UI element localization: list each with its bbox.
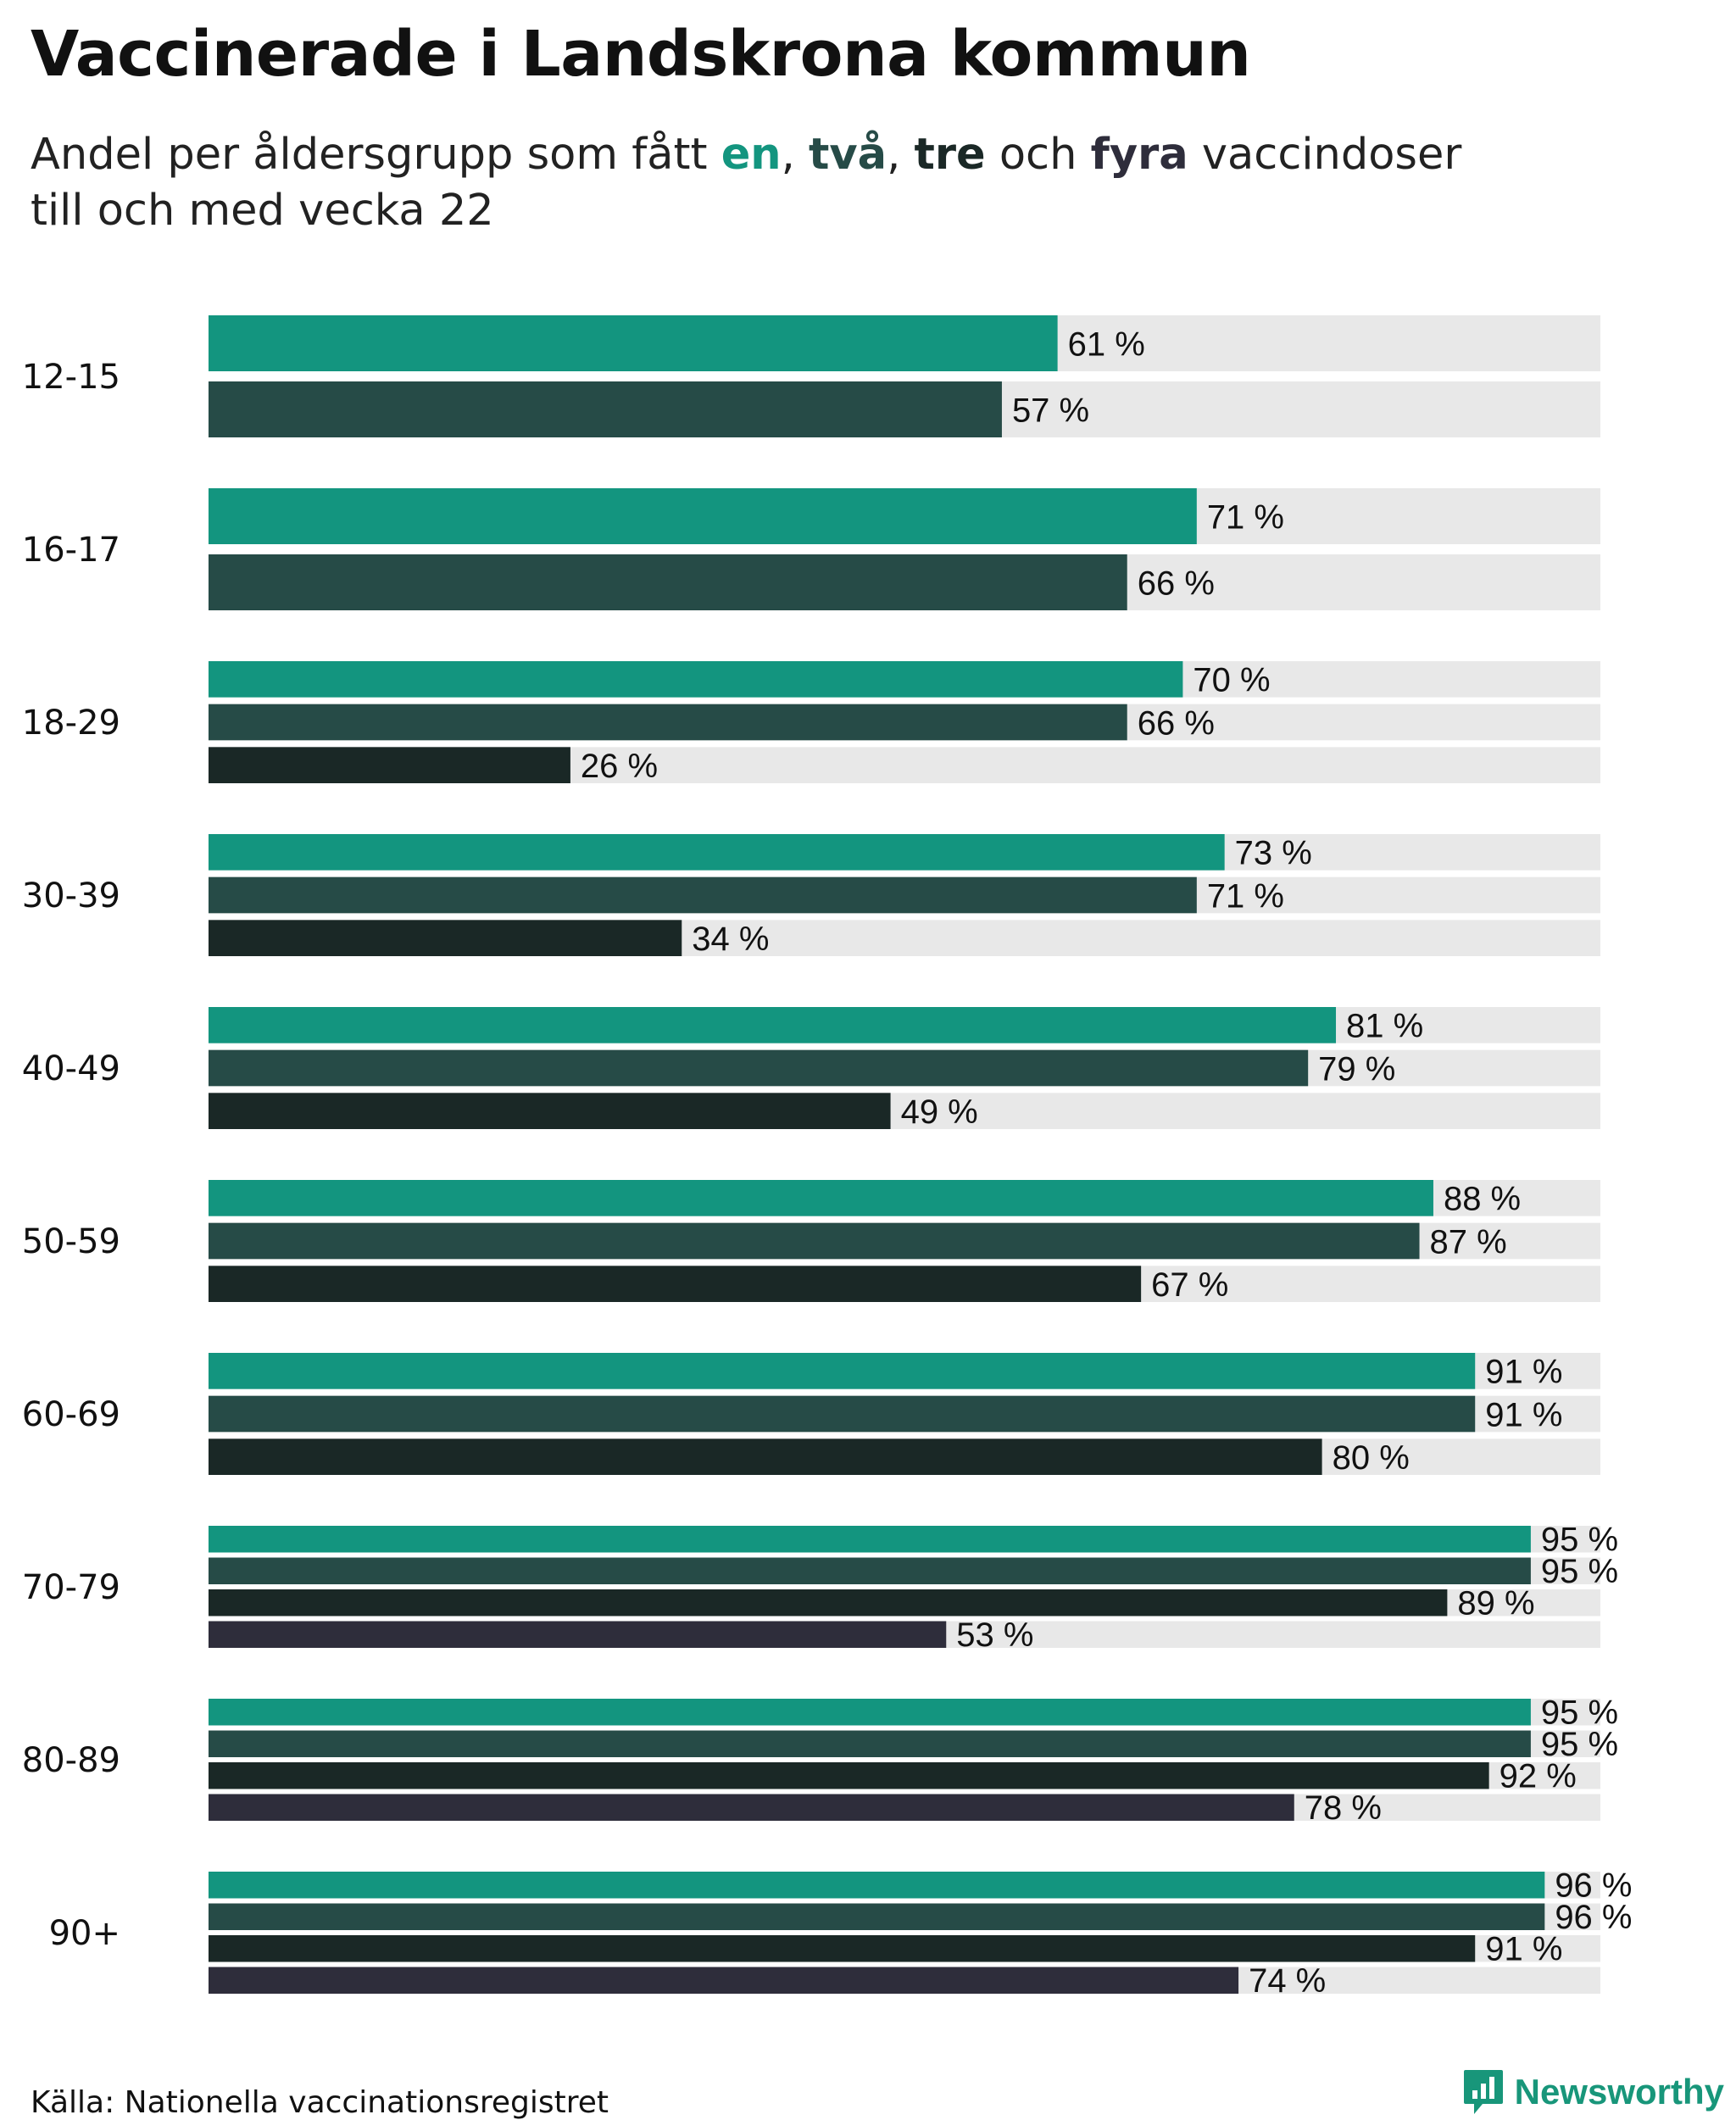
data-label: 95 % — [1541, 1726, 1618, 1763]
data-label: 66 % — [1138, 704, 1215, 742]
data-label: 70 % — [1193, 662, 1270, 699]
category-label: 90+ — [49, 1914, 120, 1953]
bar-tre — [209, 1266, 1142, 1302]
category-label: 80-89 — [22, 1741, 120, 1780]
bar-tva — [209, 1903, 1545, 1930]
bar-tva — [209, 1730, 1531, 1757]
subtitle-line2: till och med vecka 22 — [31, 186, 494, 236]
data-label: 95 % — [1541, 1553, 1618, 1590]
data-label: 53 % — [956, 1616, 1033, 1654]
data-label: 57 % — [1012, 392, 1089, 429]
bar-tva — [209, 554, 1127, 610]
subtitle-text: Andel per åldersgrupp som fått — [31, 130, 721, 180]
category-label: 60-69 — [22, 1395, 120, 1434]
data-label: 67 % — [1151, 1266, 1228, 1304]
category-label: 12-15 — [22, 358, 120, 397]
legend-dose3: tre — [914, 130, 986, 180]
data-label: 34 % — [692, 921, 769, 958]
data-label: 74 % — [1249, 1962, 1326, 2000]
category-label: 40-49 — [22, 1049, 120, 1088]
data-label: 66 % — [1138, 565, 1215, 602]
data-label: 91 % — [1485, 1354, 1562, 1391]
data-label: 95 % — [1541, 1694, 1618, 1731]
data-label: 91 % — [1485, 1930, 1562, 1967]
bar-en — [209, 661, 1183, 698]
chart-subtitle: Andel per åldersgrupp som fått en, två, … — [31, 127, 1461, 239]
data-label: 92 % — [1500, 1757, 1577, 1794]
data-label: 61 % — [1068, 326, 1145, 363]
data-label: 73 % — [1235, 835, 1312, 872]
bar-en — [209, 1353, 1476, 1389]
legend-dose4: fyra — [1090, 130, 1188, 180]
bar-en — [209, 315, 1058, 371]
bar-en — [209, 1007, 1337, 1043]
subtitle-text: och — [985, 130, 1091, 180]
bar-tva — [209, 1395, 1476, 1433]
newsworthy-logo-icon — [1463, 2070, 1503, 2114]
category-label: 50-59 — [22, 1222, 120, 1261]
data-label: 71 % — [1207, 498, 1284, 536]
legend-dose1: en — [721, 130, 782, 180]
data-label: 96 % — [1555, 1899, 1632, 1936]
bar-tre — [209, 747, 570, 783]
bar-tre — [209, 1438, 1322, 1475]
bar-chart: 12-15 61 % 57 % 16-17 71 % 66 % 18-29 70 % 66 % 2… — [22, 315, 1632, 2000]
bar-tva — [209, 876, 1197, 914]
brand-name: Newsworthy — [1514, 2072, 1724, 2112]
data-label: 87 % — [1430, 1223, 1507, 1260]
brand-logo: Newsworthy — [1462, 2068, 1724, 2116]
bar-fyra — [209, 1621, 947, 1648]
legend-dose2: två — [809, 130, 887, 180]
data-label: 78 % — [1305, 1789, 1382, 1827]
category-label: 18-29 — [22, 704, 120, 743]
bar-fyra — [209, 1794, 1294, 1821]
data-label: 81 % — [1346, 1008, 1423, 1045]
bar-tva — [209, 1049, 1309, 1087]
bar-en — [209, 1526, 1531, 1553]
bar-tre — [209, 1935, 1476, 1962]
bar-tva — [209, 1222, 1420, 1260]
bar-tre — [209, 1762, 1489, 1789]
category-label: 30-39 — [22, 876, 120, 915]
data-label: 95 % — [1541, 1521, 1618, 1558]
bar-fyra — [209, 1967, 1239, 1994]
category-label: 16-17 — [22, 531, 120, 570]
bar-tre — [209, 920, 682, 956]
bar-en — [209, 1872, 1545, 1899]
bar-tva — [209, 1557, 1531, 1584]
data-label: 49 % — [901, 1093, 978, 1131]
data-label: 91 % — [1485, 1396, 1562, 1433]
chart-title: Vaccinerade i Landskrona kommun — [31, 18, 1251, 91]
data-label: 79 % — [1318, 1050, 1395, 1088]
data-label: 88 % — [1444, 1181, 1521, 1218]
data-label: 89 % — [1457, 1584, 1534, 1622]
bar-tva — [209, 381, 1002, 437]
data-label: 80 % — [1333, 1439, 1410, 1477]
bar-en — [209, 1180, 1433, 1216]
bar-tre — [209, 1589, 1448, 1616]
subtitle-separator: , — [781, 130, 810, 180]
subtitle-text: vaccindoser — [1188, 130, 1462, 180]
category-label: 70-79 — [22, 1568, 120, 1607]
data-label: 71 % — [1207, 877, 1284, 915]
data-label: 26 % — [581, 748, 658, 785]
data-label: 96 % — [1555, 1867, 1632, 1904]
bar-en — [209, 834, 1225, 871]
bar-en — [209, 1699, 1531, 1726]
subtitle-separator: , — [887, 130, 915, 180]
bar-en — [209, 488, 1197, 544]
bar-tva — [209, 704, 1127, 741]
source-note: Källa: Nationella vaccinationsregistret — [31, 2085, 609, 2120]
bar-tre — [209, 1093, 891, 1129]
